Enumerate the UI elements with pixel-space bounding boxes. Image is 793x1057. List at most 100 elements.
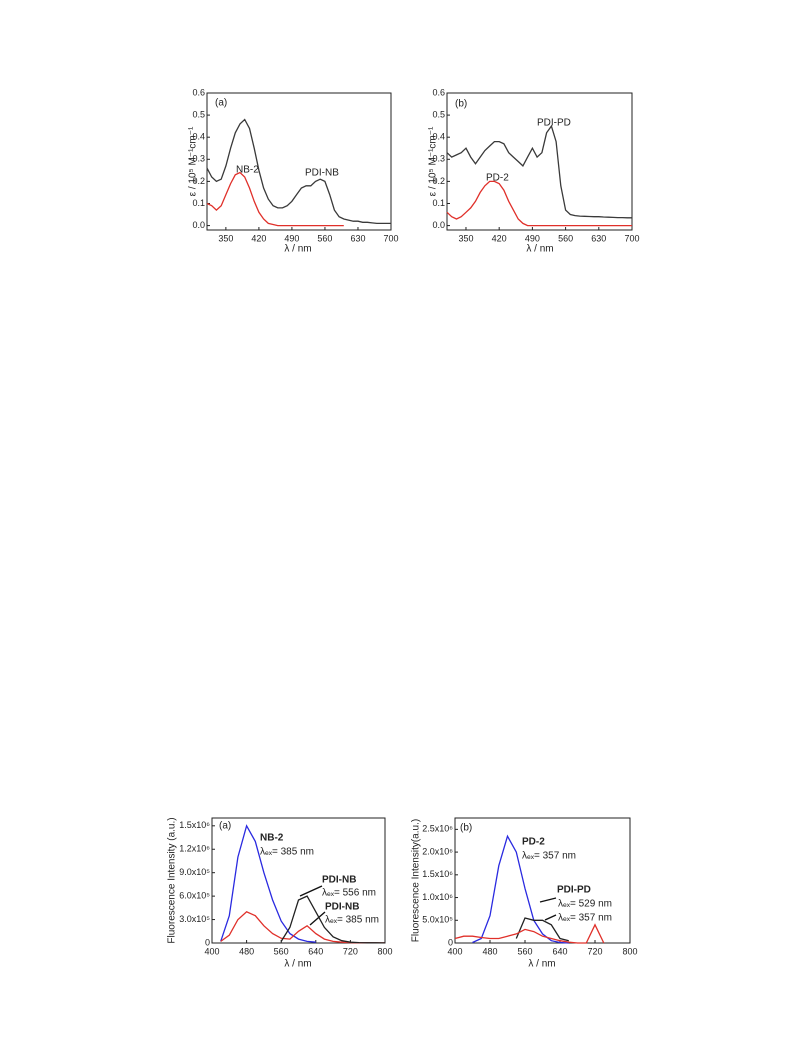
y-tick-label: 0.2 bbox=[432, 176, 445, 186]
series-line bbox=[206, 171, 344, 227]
y-tick-label: 1.0x10⁶ bbox=[422, 892, 453, 902]
y-axis-label: ε / 10⁵ M⁻¹cm⁻¹ bbox=[428, 126, 439, 196]
arrows bbox=[299, 885, 557, 926]
annotation: (a) bbox=[215, 98, 227, 109]
x-tick-label: 480 bbox=[239, 946, 254, 956]
x-tick-label: 560 bbox=[558, 233, 573, 243]
arrow bbox=[309, 911, 326, 926]
y-axis-label: Fluorescence Intensity(a.u.) bbox=[411, 819, 422, 942]
annotation: PDI-PD bbox=[557, 885, 591, 896]
y-tick-label: 1.2x10⁶ bbox=[179, 844, 210, 854]
annotation: PD-2 bbox=[486, 173, 509, 184]
plot-frame bbox=[446, 92, 633, 231]
y-tick-label: 0.2 bbox=[192, 176, 205, 186]
annotation: λₑₓ= 556 nm bbox=[322, 888, 376, 899]
chart: 400 480 560 640 720 800 0 5.0x10⁵ 1.0x10⁶ 1.5x10⁶… bbox=[411, 817, 638, 970]
x-tick-label: 560 bbox=[517, 946, 532, 956]
annotation: (a) bbox=[219, 821, 231, 832]
plot-frame bbox=[206, 92, 392, 231]
y-tick-label: 0 bbox=[448, 937, 453, 947]
annotation: (b) bbox=[455, 99, 467, 110]
x-axis-label: λ / nm bbox=[526, 244, 553, 255]
series-line bbox=[454, 923, 605, 944]
y-tick-label: 0.3 bbox=[192, 154, 205, 164]
x-tick-label: 700 bbox=[383, 233, 398, 243]
annotation: PDI-NB bbox=[305, 168, 339, 179]
annotation: λₑₓ= 529 nm bbox=[558, 899, 612, 910]
x-tick-label: 560 bbox=[274, 946, 289, 956]
plot-frame bbox=[211, 817, 386, 944]
annotation: λₑₓ= 357 nm bbox=[522, 851, 576, 862]
arrow bbox=[299, 885, 323, 897]
series-line bbox=[280, 895, 386, 944]
x-tick-label: 800 bbox=[377, 946, 392, 956]
y-tick-label: 6.0x10⁵ bbox=[179, 891, 210, 901]
annotation: NB-2 bbox=[260, 833, 284, 844]
x-tick-label: 630 bbox=[591, 233, 606, 243]
annotation: PDI-PD bbox=[537, 118, 571, 129]
x-tick-label: 350 bbox=[458, 233, 473, 243]
x-axis-label: λ / nm bbox=[528, 959, 555, 970]
x-tick-label: 720 bbox=[343, 946, 358, 956]
y-tick-label: 0.4 bbox=[432, 132, 445, 142]
y-tick-label: 0.6 bbox=[432, 87, 445, 97]
y-tick-label: 0.0 bbox=[432, 220, 445, 230]
x-tick-label: 480 bbox=[482, 946, 497, 956]
y-tick-label: 0.1 bbox=[192, 198, 205, 208]
y-tick-label: 0.4 bbox=[192, 132, 205, 142]
plot-frame bbox=[454, 817, 631, 944]
series-line bbox=[206, 118, 391, 225]
y-tick-label: 0.0 bbox=[192, 220, 205, 230]
x-tick-label: 490 bbox=[284, 233, 299, 243]
y-tick-label: 0.6 bbox=[192, 87, 205, 97]
x-tick-label: 800 bbox=[622, 946, 637, 956]
x-tick-label: 560 bbox=[317, 233, 332, 243]
y-axis-label: Fluorescence Intensity (a.u.) bbox=[167, 817, 178, 943]
annotation: PD-2 bbox=[522, 837, 545, 848]
x-tick-label: 640 bbox=[308, 946, 323, 956]
annotation: NB-2 bbox=[236, 165, 259, 176]
series-line bbox=[446, 180, 632, 227]
y-tick-label: 0.1 bbox=[432, 198, 445, 208]
chart: 350 420 490 560 630 700 0.0 0.1 0.2 0.3 0.4 0.5 0.6 λ… bbox=[428, 87, 640, 254]
series-line bbox=[515, 917, 569, 942]
series-line bbox=[446, 124, 632, 219]
x-tick-label: 400 bbox=[447, 946, 462, 956]
y-tick-label: 1.5x10⁶ bbox=[422, 869, 453, 879]
y-tick-label: 0 bbox=[205, 937, 210, 947]
y-tick-label: 2.5x10⁶ bbox=[422, 824, 453, 834]
chart: 350 420 490 560 630 700 0.0 0.1 0.2 0.3 0.4 0.5 0.6 λ… bbox=[188, 87, 399, 254]
annotation: λₑₓ= 357 nm bbox=[558, 913, 612, 924]
y-tick-label: 0.3 bbox=[432, 154, 445, 164]
x-tick-label: 700 bbox=[624, 233, 639, 243]
chart: 400 480 560 640 720 800 0 3.0x10⁵ 6.0x10⁵ 9.0x10⁵… bbox=[167, 817, 393, 969]
series-line bbox=[220, 824, 316, 943]
y-tick-label: 2.0x10⁶ bbox=[422, 846, 453, 856]
x-tick-label: 720 bbox=[587, 946, 602, 956]
arrow bbox=[539, 897, 557, 903]
y-tick-label: 0.5 bbox=[432, 109, 445, 119]
y-tick-label: 1.5x10⁶ bbox=[179, 820, 210, 830]
x-tick-label: 420 bbox=[492, 233, 507, 243]
annotation: λₑₓ= 385 nm bbox=[260, 847, 314, 858]
x-tick-label: 350 bbox=[218, 233, 233, 243]
y-tick-label: 0.5 bbox=[192, 109, 205, 119]
annotation: PDI-NB bbox=[322, 875, 356, 886]
series-line bbox=[472, 834, 569, 944]
x-tick-label: 400 bbox=[204, 946, 219, 956]
x-axis-label: λ / nm bbox=[284, 244, 311, 255]
arrow bbox=[544, 914, 557, 921]
annotation: PDI-NB bbox=[325, 902, 359, 913]
y-tick-label: 3.0x10⁵ bbox=[179, 914, 210, 924]
y-tick-label: 5.0x10⁵ bbox=[422, 915, 453, 925]
y-tick-label: 9.0x10⁵ bbox=[179, 867, 210, 877]
x-axis-label: λ / nm bbox=[284, 959, 311, 970]
annotation: (b) bbox=[460, 823, 472, 834]
x-tick-label: 420 bbox=[251, 233, 266, 243]
x-tick-label: 630 bbox=[350, 233, 365, 243]
x-tick-label: 490 bbox=[525, 233, 540, 243]
annotation: λₑₓ= 385 nm bbox=[325, 915, 379, 926]
x-tick-label: 640 bbox=[552, 946, 567, 956]
